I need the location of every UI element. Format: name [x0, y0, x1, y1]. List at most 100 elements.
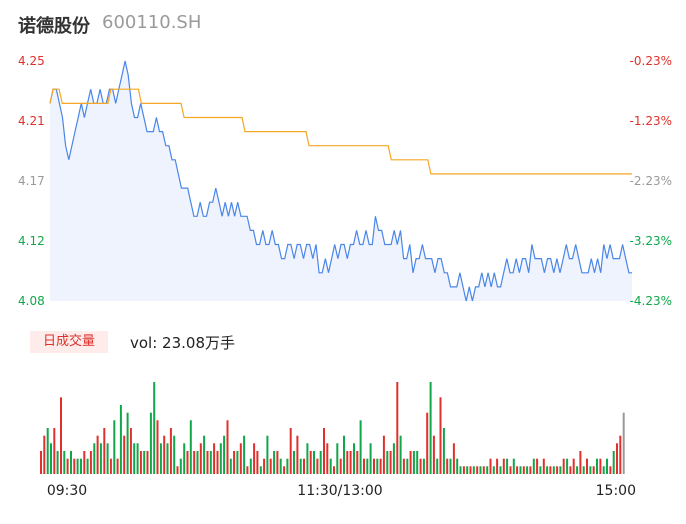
volume-bar	[283, 466, 286, 474]
volume-bar	[489, 458, 492, 474]
y-tick-right-label: -2.23%	[630, 174, 672, 188]
volume-bar	[163, 435, 166, 474]
volume-bar	[616, 443, 618, 474]
volume-bar	[83, 451, 86, 474]
volume-bar	[223, 435, 226, 474]
volume-bar	[439, 397, 442, 474]
volume-bar	[136, 443, 139, 474]
volume-bar	[366, 458, 369, 474]
volume-bar	[266, 435, 269, 474]
volume-bar	[579, 451, 582, 474]
y-tick-left-label: 4.25	[18, 54, 45, 68]
volume-bar	[529, 466, 532, 474]
volume-bar	[236, 451, 239, 474]
volume-bar	[412, 451, 415, 474]
y-tick-right-label: -1.23%	[630, 114, 672, 128]
y-tick-left-label: 4.12	[18, 234, 45, 248]
volume-bar	[316, 458, 319, 474]
volume-bar	[213, 443, 216, 474]
volume-bar	[186, 451, 189, 474]
volume-bar	[346, 451, 349, 474]
volume-bar	[113, 420, 116, 474]
volume-bar	[339, 458, 342, 474]
volume-bar	[569, 466, 572, 474]
volume-bar	[482, 466, 485, 474]
volume-bar	[333, 466, 335, 474]
x-tick-label: 11:30/13:00	[297, 483, 382, 499]
volume-bar	[289, 428, 292, 474]
volume-bar	[86, 458, 89, 474]
volume-bar	[43, 435, 46, 474]
volume-bar	[89, 451, 92, 474]
volume-bar	[586, 458, 588, 474]
volume-bar	[606, 458, 608, 474]
volume-bar	[173, 435, 176, 474]
volume-bar	[502, 458, 505, 474]
volume-bar	[123, 435, 126, 474]
volume-bar	[336, 443, 339, 474]
volume-bar	[512, 458, 515, 474]
volume-bar	[146, 451, 149, 474]
volume-bar	[466, 466, 469, 474]
volume-bar	[239, 443, 242, 474]
volume-bar	[129, 428, 132, 474]
volume-bar	[299, 458, 302, 474]
volume-bar	[363, 458, 365, 474]
volume-readout: vol: 23.08万手	[130, 334, 235, 352]
volume-bar	[536, 458, 539, 474]
volume-bar	[373, 458, 375, 474]
volume-bar	[379, 458, 382, 474]
volume-bar	[269, 458, 272, 474]
stock-name: 诺德股份	[18, 16, 90, 37]
volume-bar	[126, 412, 129, 474]
volume-bar	[612, 451, 615, 474]
volume-bar	[422, 458, 425, 474]
volume-bar	[179, 458, 182, 474]
x-tick-label: 09:30	[47, 483, 87, 499]
volume-bar	[526, 466, 529, 474]
y-tick-left-label: 4.21	[18, 114, 45, 128]
volume-bar	[472, 466, 475, 474]
volume-bar	[456, 458, 459, 474]
volume-bar	[159, 443, 162, 474]
volume-bar	[416, 451, 419, 474]
volume-bar	[602, 466, 605, 474]
volume-bar	[109, 458, 112, 474]
average-price-line	[49, 88, 632, 175]
volume-bars	[40, 382, 625, 474]
volume-bar	[519, 466, 522, 474]
volume-bar	[389, 451, 392, 474]
volume-bar	[406, 458, 409, 474]
volume-bar	[476, 466, 479, 474]
volume-bar	[326, 443, 329, 474]
volume-bar	[589, 466, 592, 474]
volume-bar	[259, 466, 262, 474]
volume-bar	[153, 382, 156, 474]
y-axis-right-ticks: -0.23% -1.23% -2.23% -3.23% -4.23%	[630, 54, 672, 308]
volume-bar	[492, 466, 495, 474]
volume-bar	[556, 466, 559, 474]
volume-bar	[309, 451, 312, 474]
volume-bar	[486, 466, 489, 474]
volume-bar	[426, 412, 429, 474]
volume-bar	[133, 443, 136, 474]
volume-bar	[56, 451, 59, 474]
volume-bar	[46, 428, 49, 474]
y-tick-right-label: -0.23%	[630, 54, 672, 68]
volume-bar	[166, 443, 169, 474]
x-tick-label: 15:00	[596, 483, 636, 499]
volume-bar	[399, 435, 402, 474]
volume-bar	[396, 382, 399, 474]
volume-bar	[99, 443, 102, 474]
volume-bar	[199, 443, 202, 474]
volume-bar	[619, 435, 622, 474]
volume-bar	[149, 412, 152, 474]
volume-bar	[552, 466, 555, 474]
volume-bar	[592, 466, 595, 474]
volume-bar	[576, 466, 579, 474]
volume-bar	[293, 451, 295, 474]
volume-bar	[70, 451, 72, 474]
volume-bar	[522, 466, 525, 474]
volume-bar	[609, 466, 612, 474]
tab-daily-volume[interactable]: 日成交量	[30, 331, 108, 353]
